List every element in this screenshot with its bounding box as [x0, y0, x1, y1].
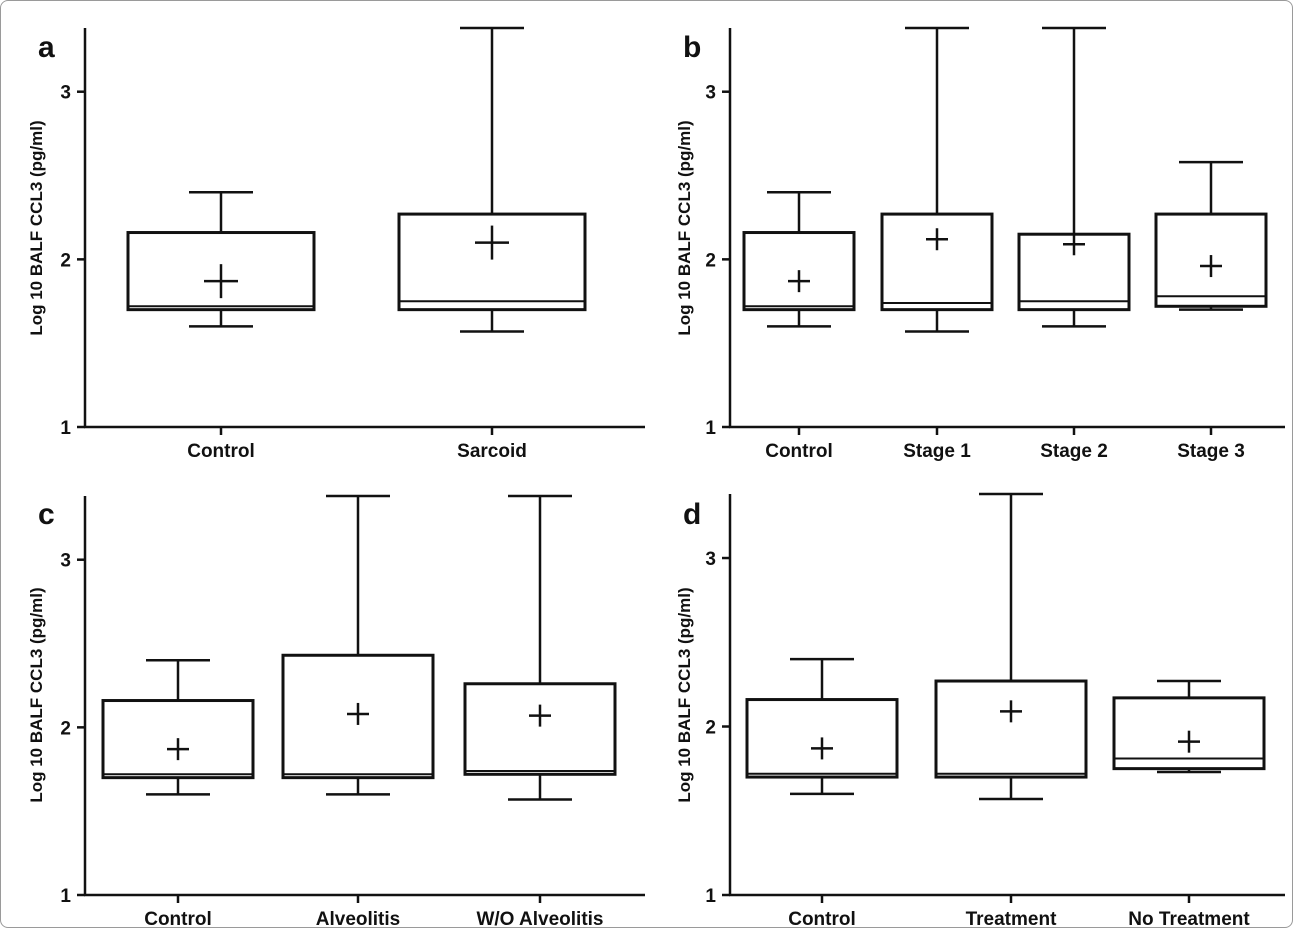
panel-a-y-tick-label: 2 — [60, 250, 71, 271]
panel-c-box-w-o-alveolitis-iqr-box — [463, 682, 617, 776]
panel-b-y-tick-label: 1 — [705, 418, 716, 439]
panel-c-x-tick-label: Control — [144, 909, 212, 928]
panel-d-letter: d — [683, 498, 701, 531]
panel-b-letter: b — [683, 31, 701, 64]
panel-b-x-tick-label: Stage 3 — [1177, 441, 1245, 462]
panel-d-x-tick-label: No Treatment — [1128, 909, 1250, 928]
panel-c-letter: c — [38, 498, 55, 531]
panel-c-y-tick-label: 3 — [60, 551, 71, 572]
panel-d-y-axis-label: Log 10 BALF CCL3 (pg/ml) — [675, 587, 694, 802]
panel-b-x-tick-label: Stage 1 — [903, 441, 971, 462]
panel-a-y-tick-label: 3 — [60, 83, 71, 104]
panel-d-y-tick-label: 2 — [705, 718, 716, 739]
panel-a-letter: a — [38, 31, 55, 64]
panel-d-box-no-treatment-iqr-box — [1112, 696, 1266, 771]
panel-b-x-tick-label: Control — [765, 441, 833, 462]
panel-d-x-tick-label: Treatment — [966, 909, 1057, 928]
panel-c-x-tick-label: W/O Alveolitis — [476, 909, 603, 928]
panel-b-x-tick-label: Stage 2 — [1040, 441, 1108, 462]
panel-d-y-tick-label: 3 — [705, 549, 716, 570]
panel-a-x-tick-label: Sarcoid — [457, 441, 527, 462]
panel-c-y-tick-label: 2 — [60, 718, 71, 739]
panel-c-y-axis-label: Log 10 BALF CCL3 (pg/ml) — [27, 587, 46, 802]
panel-d-y-tick-label: 1 — [705, 886, 716, 907]
panel-c-x-tick-label: Alveolitis — [316, 909, 400, 928]
panel-b-box-control-iqr-box — [742, 231, 856, 312]
panel-a-y-tick-label: 1 — [60, 418, 71, 439]
panel-b-y-tick-label: 2 — [705, 250, 716, 271]
panel-b-y-axis-label: Log 10 BALF CCL3 (pg/ml) — [675, 120, 694, 335]
panel-c-y-tick-label: 1 — [60, 886, 71, 907]
panel-d-box-treatment-iqr-box — [934, 679, 1088, 779]
panel-d-x-tick-label: Control — [788, 909, 856, 928]
panel-a-x-tick-label: Control — [187, 441, 255, 462]
panel-a-y-axis-label: Log 10 BALF CCL3 (pg/ml) — [27, 120, 46, 335]
panel-b-y-tick-label: 3 — [705, 83, 716, 104]
